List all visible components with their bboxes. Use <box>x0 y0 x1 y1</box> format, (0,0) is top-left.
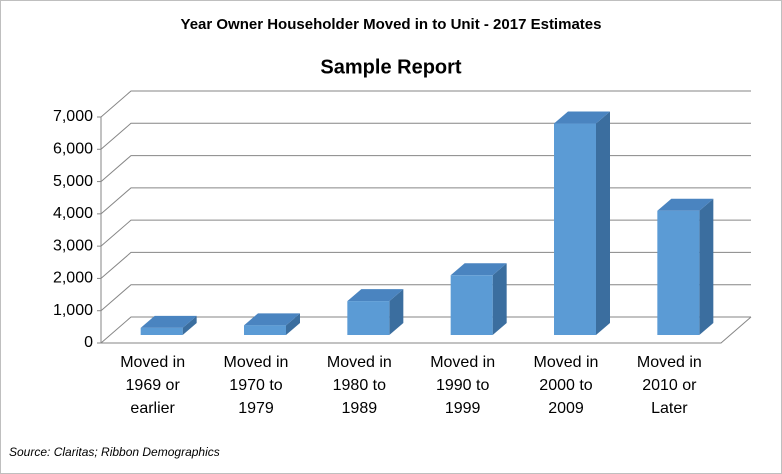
x-tick-label: Moved in 2010 or Later <box>636 354 702 417</box>
grid-line <box>100 90 751 118</box>
bar-top <box>244 313 300 326</box>
x-tick-label: Moved in 1969 or earlier <box>120 354 186 417</box>
y-tick-label: 0 <box>84 334 93 351</box>
grid-line <box>100 284 751 312</box>
bar-side <box>286 313 300 335</box>
bar-side <box>492 263 507 335</box>
y-tick-label: 2,000 <box>53 270 93 287</box>
grid-line <box>100 155 751 182</box>
x-tick-label: Moved in 1980 to 1989 <box>326 354 392 417</box>
bar-side <box>182 315 197 335</box>
bar <box>657 210 700 335</box>
bar-top <box>450 263 507 276</box>
y-tick-label: 1,000 <box>53 302 93 319</box>
y-tick-label: 6,000 <box>53 141 93 158</box>
bar <box>347 301 390 335</box>
x-tick-label: Moved in 2000 to 2009 <box>533 354 599 417</box>
grid-line <box>100 219 751 247</box>
bar <box>244 325 286 335</box>
bar-side <box>699 198 714 335</box>
bar <box>450 275 493 335</box>
grid-line <box>100 122 751 150</box>
bar <box>554 123 596 336</box>
bar-side <box>389 289 404 335</box>
grid-line <box>100 316 751 344</box>
x-tick-label: Moved in 1970 to 1979 <box>223 354 289 417</box>
bar-side <box>596 111 610 336</box>
bar-top <box>140 315 197 328</box>
bar-top <box>657 198 714 211</box>
bar-top <box>347 289 404 302</box>
y-tick-label: 5,000 <box>53 173 93 190</box>
bar <box>140 327 183 335</box>
chart-subtitle: Sample Report <box>320 56 461 78</box>
y-tick-label: 4,000 <box>53 205 93 222</box>
grid-line <box>100 187 751 215</box>
x-tick-label: Moved in 1990 to 1999 <box>430 354 496 417</box>
y-tick-label: 3,000 <box>53 237 93 254</box>
chart-title: Year Owner Householder Moved in to Unit … <box>181 16 602 33</box>
floor-edge <box>101 316 752 344</box>
source-note: Source: Claritas; Ribbon Demographics <box>9 445 220 459</box>
bar-top <box>554 111 610 124</box>
grid-line <box>100 251 751 279</box>
y-tick-label: 7,000 <box>53 108 93 125</box>
